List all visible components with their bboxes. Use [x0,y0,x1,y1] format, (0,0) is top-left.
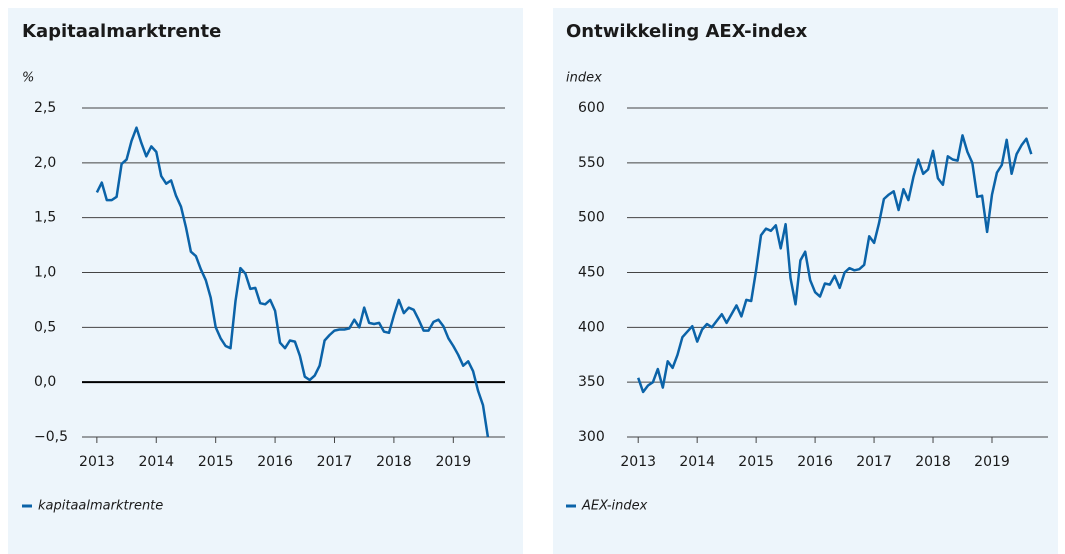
line [637,134,1033,394]
x-tick-label: 2014 [679,454,715,470]
y-tick-label: 550 [578,155,605,171]
x-tick-label: 2016 [797,454,833,470]
line [95,126,490,438]
y-tick-label: −0,5 [34,429,68,445]
y-tick-label: 600 [578,100,605,116]
y-tick-label: 0,0 [34,374,56,390]
y-tick-label: 2,5 [34,100,56,116]
x-tick-label: 2015 [198,454,234,470]
y-tick-label: 0,5 [34,319,56,335]
panel [8,8,523,554]
panel [553,8,1058,554]
y-tick-label: 1,5 [34,210,56,226]
chart-title: Ontwikkeling AEX-index [566,21,808,42]
y-tick-label: 1,0 [34,265,56,281]
y-tick-label: 350 [578,374,605,390]
y-axis-label: index [566,71,602,86]
x-tick-label: 2017 [856,454,892,470]
y-tick-label: 400 [578,319,605,335]
x-tick-label: 2013 [79,454,115,470]
y-tick-label: 450 [578,265,605,281]
legend-label: kapitaalmarktrente [38,499,163,514]
y-tick-label: 500 [578,210,605,226]
legend-label: AEX-index [581,499,648,514]
x-tick-label: 2019 [435,454,471,470]
y-tick-label: 2,0 [34,155,56,171]
x-tick-label: 2019 [974,454,1010,470]
chart-title: Kapitaalmarktrente [22,21,221,42]
y-axis-label: % [22,71,34,86]
x-tick-label: 2018 [376,454,412,470]
x-tick-label: 2015 [738,454,774,470]
x-tick-label: 2018 [915,454,951,470]
x-tick-label: 2016 [257,454,293,470]
y-tick-label: 300 [578,429,605,445]
x-tick-label: 2014 [138,454,174,470]
x-tick-label: 2017 [317,454,353,470]
x-tick-label: 2013 [620,454,656,470]
